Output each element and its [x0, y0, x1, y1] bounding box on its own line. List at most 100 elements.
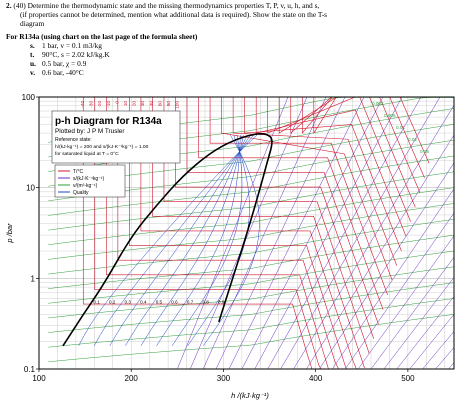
question-points: (40): [13, 1, 26, 10]
quality-line: [109, 134, 251, 346]
quality-line: [140, 135, 244, 346]
isotherm-label: 10: [123, 101, 128, 107]
question-item-t: t. 90°C, s = 2.02 kJ/kg.K: [6, 50, 468, 59]
isotherm-line: [313, 97, 430, 164]
y-tick-label: 10: [26, 184, 35, 193]
item-text: 0.6 bar, -40°C: [42, 68, 84, 78]
question-number: 2.: [6, 1, 12, 10]
quality-label: 0.1: [93, 300, 100, 305]
question-item-s: s. 1 bar, v = 0.1 m3/kg: [6, 41, 468, 50]
item-text: 1 bar, v = 0.1 m3/kg: [42, 40, 102, 50]
isentrope-line: [293, 104, 454, 369]
specific-volume-line: [48, 298, 454, 348]
y-tick-label: 1: [31, 274, 36, 283]
volume-label: 0.005: [384, 113, 396, 118]
isentrope-line: [396, 295, 454, 369]
isentrope-line: [267, 97, 422, 369]
isotherm-line: [221, 97, 393, 281]
isentrope-line: [357, 235, 454, 369]
isotherm-line: [278, 97, 416, 208]
quality-line: [187, 135, 250, 346]
isentrope-line: [280, 97, 441, 369]
legend-label-quality: Quality: [73, 190, 89, 196]
specific-volume-line: [48, 171, 454, 231]
question-line1-text: Determine the thermodynamic state and th…: [27, 1, 320, 10]
quality-line: [78, 134, 258, 346]
chart-legend: T/°C s/(kJ·K⁻¹kg⁻¹) v/(m³·kg⁻¹) Quality: [54, 164, 126, 198]
isotherm-line: [140, 97, 357, 369]
isotherm-line: [209, 97, 388, 295]
isentrope-line: [177, 97, 289, 369]
quality-label: 0.9: [218, 300, 225, 305]
chart-title-box: p-h Diagram for R134a Plotted by: J P M …: [51, 110, 181, 164]
volume-label: 0.02: [408, 137, 417, 142]
isotherm-label: -20: [97, 101, 102, 108]
isentrope-line: [228, 97, 365, 369]
isentrope-line: [332, 188, 454, 369]
chart-reference-state: Reference state:: [55, 137, 92, 143]
isotherm-label: 30: [140, 101, 145, 107]
quality-label: 0.5: [156, 300, 163, 305]
isotherm-line: [129, 97, 347, 369]
isotherm-line: [267, 97, 411, 222]
isentrope-line: [215, 97, 346, 369]
specific-volume-line: [48, 266, 454, 319]
isentrope-line: [409, 313, 454, 369]
legend-label-volume: v/(m³·kg⁻¹): [73, 183, 98, 189]
isotherm-label: 80: [166, 101, 171, 107]
quality-label: 0.4: [140, 300, 147, 305]
question-header: For R134a (using chart on the last page …: [6, 31, 198, 41]
question-text: 2. (40) Determine the thermodynamic stat…: [6, 1, 468, 78]
volume-label: 0.002: [372, 101, 384, 106]
isotherm-line: [152, 97, 365, 369]
x-tick-label: 200: [125, 374, 139, 383]
quality-label: 0.3: [125, 300, 132, 305]
item-label: v.: [30, 68, 36, 78]
isentrope-line: [422, 330, 454, 369]
x-tick-label: 500: [401, 374, 415, 383]
quality-line: [171, 135, 243, 346]
isotherm-label: -30: [89, 101, 94, 108]
saturation-dome: [62, 132, 273, 347]
chart-curves: 0.1 0.2 0.3 0.4 0.5 0.6 0.7 0.8 0.9-40 -30 -20 -10 0…: [48, 97, 454, 369]
isotherm-line: [94, 97, 322, 369]
specific-volume-line: [48, 282, 454, 333]
isotherm-label: -10: [106, 101, 111, 108]
isotherm-label: 100: [175, 101, 180, 109]
isentrope-line: [254, 97, 403, 369]
x-tick-label: 300: [217, 374, 231, 383]
isotherm-label: 0: [114, 101, 119, 104]
quality-line: [93, 134, 254, 346]
chart-reference-line1: h/(kJ·kg⁻¹) = 200 and s/(kJ·K⁻¹kg⁻¹) = 1…: [55, 144, 149, 150]
isotherm-line: [163, 97, 370, 354]
isentrope-line: [202, 97, 327, 369]
isotherm-line: [301, 97, 425, 178]
specific-volume-line: [48, 234, 454, 289]
title-box-frame: [51, 110, 181, 164]
chart-title: p-h Diagram for R134a: [55, 116, 162, 127]
question-item-u: u. 0.5 bar, χ = 0.9: [6, 59, 468, 68]
item-text: 90°C, s = 2.02 kJ/kg.K: [42, 50, 110, 60]
quality-label: 0.7: [187, 300, 194, 305]
quality-label: 0.2: [109, 300, 116, 305]
legend-label-entropy: s/(kJ·K⁻¹kg⁻¹): [73, 176, 104, 182]
x-axis-label: h /(kJ·kg⁻¹): [231, 391, 269, 400]
item-label: t.: [30, 50, 35, 60]
isotherm-line: [290, 97, 421, 193]
quality-line: [203, 134, 260, 346]
quality-label: 0.8: [202, 300, 209, 305]
isentrope-line: [370, 256, 454, 369]
question-item-v: v. 0.6 bar, -40°C: [6, 68, 468, 77]
question-line-3: diagram: [20, 19, 45, 29]
volume-label: 0.01: [396, 125, 405, 130]
isotherm-label: -40: [80, 101, 85, 108]
specific-volume-line: [48, 314, 454, 363]
legend-label-temperature: T/°C: [73, 169, 83, 175]
isotherm-label: 60: [157, 101, 162, 107]
specific-volume-line: [48, 250, 454, 304]
y-tick-label: 100: [22, 93, 36, 102]
item-text: 0.5 bar, χ = 0.9: [42, 59, 87, 69]
quality-line: [125, 134, 248, 346]
